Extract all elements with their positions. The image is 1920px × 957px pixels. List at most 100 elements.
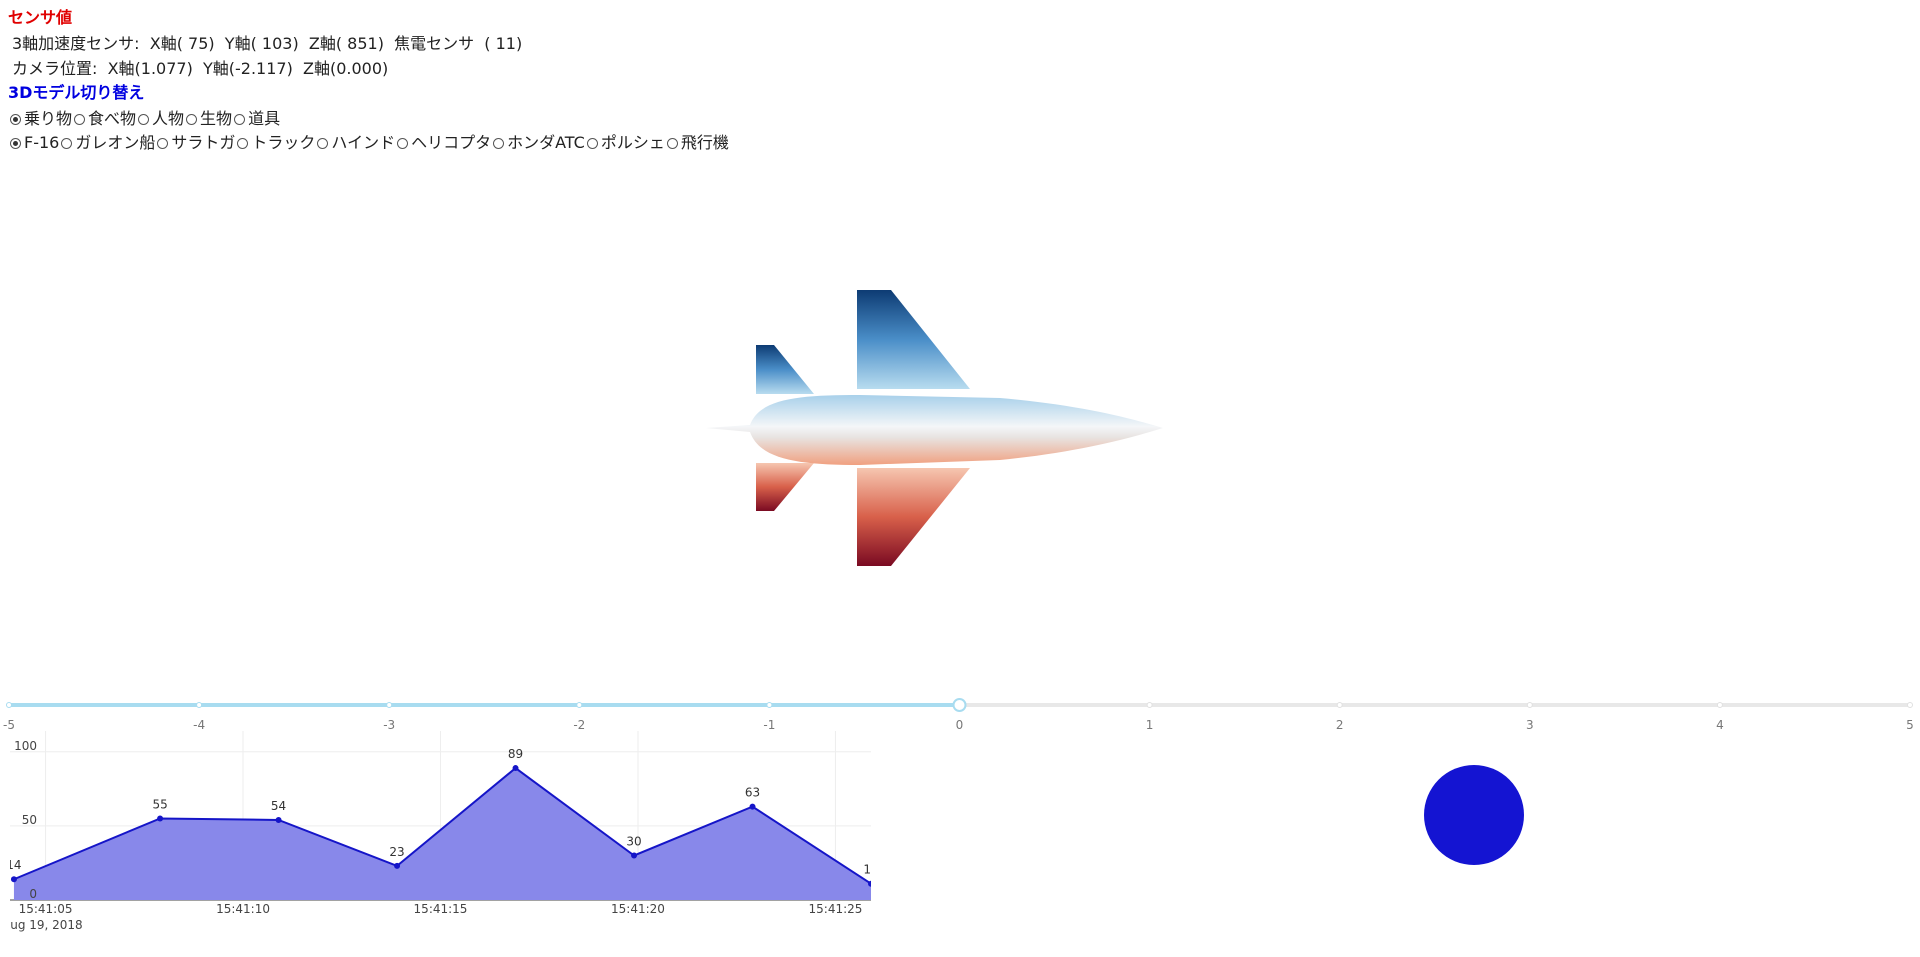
y-tick-label: 100 [14,739,37,753]
radio-button[interactable] [186,113,198,125]
slider-step [1716,702,1723,708]
model-title: 3Dモデル切り替え [8,83,145,102]
slider-step [576,702,583,708]
radio-button[interactable] [397,137,409,149]
slider-tick-label: 0 [956,718,964,732]
radio-option[interactable]: F-16 [10,133,59,153]
radio-button[interactable] [234,113,246,125]
category-radios: 乗り物 食べ物 人物 生物 道具 [10,109,282,130]
radio-button[interactable] [10,137,21,149]
radio-button[interactable] [138,113,150,125]
area-fill [13,768,871,900]
radio-button[interactable] [493,137,505,149]
slider[interactable]: -5 -4 -3 -2 -1 0 1 2 3 4 5 [3,698,1914,732]
slider-tick-label: -3 [383,718,395,732]
radio-option[interactable]: 飛行機 [666,133,729,153]
airplane-model[interactable] [706,290,1163,566]
radio-option[interactable]: ガレオン船 [61,133,155,153]
x-tick-label: 15:41:20 [611,902,665,916]
slider-step [1336,702,1343,708]
area-chart: 15:41:05 15:41:10 15:41:15 15:41:20 15:41:25… [2,731,878,932]
x-tick-label: 15:41:15 [414,902,468,916]
radio-button[interactable] [61,137,73,149]
slider-step [1907,702,1913,708]
radio-label[interactable]: 道具 [248,109,281,128]
indicator-circle [1424,765,1524,865]
slider-tick-label: -1 [763,718,775,732]
slider-tick-label: -4 [193,718,205,732]
data-label: 89 [508,747,523,761]
radio-label[interactable]: ホンダATC [507,133,585,152]
slider-handle[interactable] [952,698,967,712]
slider-step [1526,702,1533,708]
slider-tick-label: 5 [1906,718,1914,732]
slider-tick-label: -5 [3,718,15,732]
radio-button[interactable] [317,137,329,149]
data-label: 54 [271,799,286,813]
slider-step [196,702,203,708]
radio-label[interactable]: ポルシェ [600,133,665,152]
radio-button[interactable] [666,137,678,149]
point [275,816,282,823]
slider-tick-label: 4 [1716,718,1724,732]
radio-label[interactable]: ガレオン船 [75,133,156,152]
slider-tick-label: -2 [573,718,585,732]
accel-reading: 3軸加速度センサ: X軸( 75) Y軸( 103) Z軸( 851) 焦電セン… [12,34,523,53]
point [631,852,638,859]
radio-label[interactable]: F-16 [24,133,60,152]
radio-option[interactable]: トラック [237,133,315,153]
point [10,876,17,883]
point [394,862,401,869]
radio-option[interactable]: 人物 [138,109,184,129]
area-line [13,766,871,885]
slider-tick-label: 2 [1336,718,1344,732]
point [512,765,519,772]
data-label: 14 [6,858,21,872]
radio-button[interactable] [74,113,86,125]
data-label: 30 [626,835,641,849]
radio-option[interactable]: ヘリコプタ [397,133,491,153]
slider-step [766,702,773,708]
slider-tick-label: 3 [1526,718,1534,732]
radio-label[interactable]: 人物 [152,109,185,128]
radio-label[interactable]: 乗り物 [24,109,73,128]
radio-button[interactable] [157,137,169,149]
point [868,880,871,887]
point [749,803,756,810]
radio-option[interactable]: サラトガ [157,133,235,153]
radio-label[interactable]: 生物 [200,109,233,128]
radio-button[interactable] [237,137,249,149]
y-tick-label: 50 [22,813,37,827]
x-tick-label: 15:41:10 [216,902,270,916]
x-tick-label: 15:41:25 [809,902,863,916]
y-tick-label: 0 [29,887,37,901]
radio-button[interactable] [10,113,21,125]
radio-option[interactable]: ポルシェ [586,133,665,153]
radio-option[interactable]: ホンダATC [493,133,585,153]
slider-step [1146,702,1153,708]
radio-option[interactable]: 食べ物 [74,109,136,129]
point [157,815,164,822]
data-label: 55 [152,797,167,811]
radio-label[interactable]: トラック [251,133,316,152]
radio-option[interactable]: 乗り物 [10,109,72,129]
radio-option[interactable]: 道具 [234,109,280,129]
radio-option[interactable]: 生物 [186,109,232,129]
slider-tick-label: 1 [1146,718,1154,732]
x-date-label: Aug 19, 2018 [2,918,83,932]
radio-button[interactable] [586,137,598,149]
slider-step [386,702,393,708]
data-label: 63 [745,786,760,800]
radio-label[interactable]: サラトガ [171,133,236,152]
radio-label[interactable]: 飛行機 [680,133,729,152]
model-radios: F-16 ガレオン船 サラトガ トラック ハインド ヘリコプタ ホンダATC ポルシェ 飛行機 [10,133,731,154]
radio-label[interactable]: ハインド [331,133,396,152]
x-tick-label: 15:41:05 [19,902,73,916]
camera-position: カメラ位置: X軸(1.077) Y軸(-2.117) Z軸(0.000) [12,59,389,78]
radio-label[interactable]: 食べ物 [88,109,137,128]
data-label: 11 [863,863,878,877]
radio-option[interactable]: ハインド [317,133,395,153]
radio-label[interactable]: ヘリコプタ [411,133,492,152]
